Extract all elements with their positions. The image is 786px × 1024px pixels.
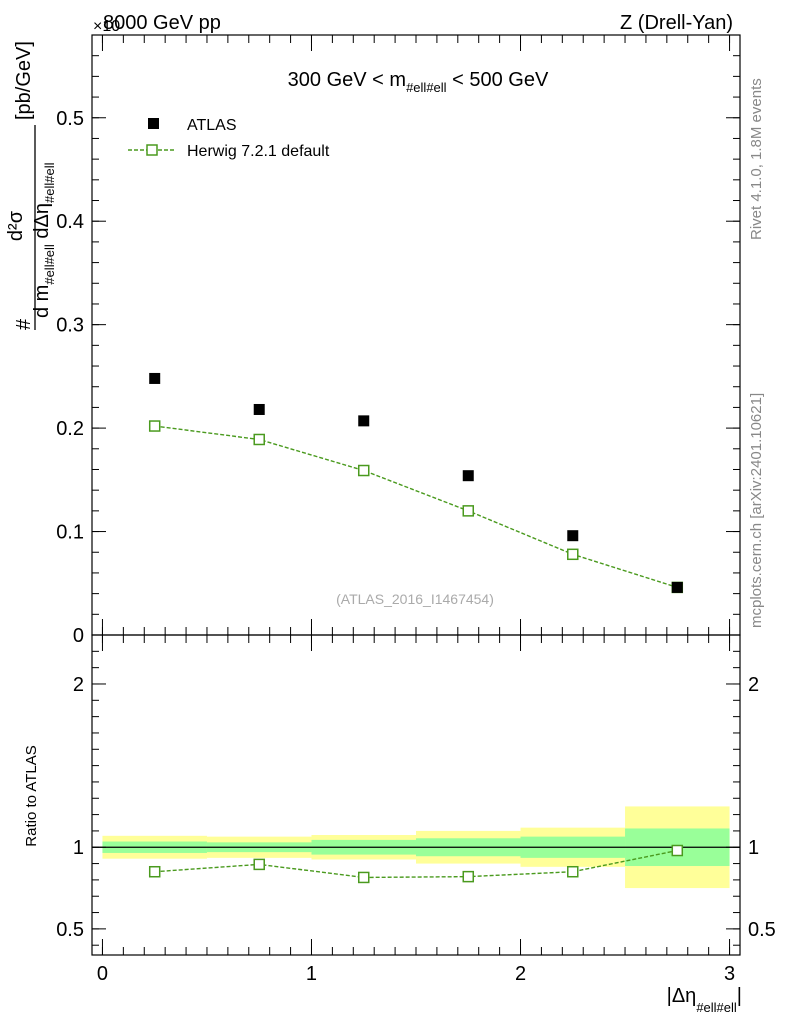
main-ylabel: # d²σ d m#ell#ell dΔη#ell#ell [pb/GeV] — [5, 41, 57, 330]
main-legend: ATLAS Herwig 7.2.1 default — [128, 117, 330, 160]
ylabel-unit: [pb/GeV] — [13, 41, 35, 120]
ratio-ytick-label-right-2: 2 — [748, 674, 759, 696]
ratio-panel-frame — [91, 634, 741, 956]
herwig-point-4 — [567, 548, 579, 561]
herwig-point-0 — [148, 420, 161, 432]
axes: 0 0.1 0.2 0.3 0.4 0.5 0.5 0.5 1 1 2 2 0 1 2 3 — [56, 34, 776, 985]
herwig-ratio-point-3 — [462, 870, 475, 883]
header-collision-label: 8000 GeV pp — [103, 12, 221, 34]
herwig-ratio-line — [154, 849, 678, 879]
atlas-point-2 — [358, 415, 370, 427]
herwig-line — [154, 425, 678, 589]
atlas-point-0 — [149, 372, 161, 384]
analysis-watermark: (ATLAS_2016_I1467454) — [336, 591, 494, 607]
ratio-ytick-label-left-1: 1 — [73, 837, 84, 859]
legend-atlas-marker — [148, 118, 159, 129]
ylabel-hash: # — [13, 318, 35, 330]
legend-atlas-label: ATLAS — [187, 117, 237, 134]
herwig-point-2 — [357, 464, 370, 477]
exponent-marker: ×10 — [93, 18, 120, 35]
main-ytick-label-4: 0.4 — [56, 211, 84, 233]
herwig-ratio-point-5 — [671, 844, 684, 857]
ratio-ylabel: Ratio to ATLAS — [23, 745, 40, 846]
ratio-series — [92, 844, 740, 884]
main-panel-title: 300 GeV < m#ell#ell < 500 GeV — [288, 69, 549, 95]
ylabel-denominator: d m#ell#ell dΔη#ell#ell — [31, 162, 57, 318]
main-ytick-label-2: 0.2 — [56, 418, 84, 440]
ratio-ytick-label-right-0: 0.5 — [748, 919, 776, 941]
ylabel-numerator: d²σ — [5, 210, 27, 241]
xtick-label-1: 1 — [306, 963, 317, 985]
ratio-ytick-label-left-2: 2 — [73, 674, 84, 696]
main-series — [148, 372, 684, 594]
main-ytick-label-0: 0 — [73, 625, 84, 647]
mcplots-label: mcplots.cern.ch [arXiv:2401.10621] — [748, 393, 765, 628]
herwig-point-3 — [462, 505, 475, 517]
legend-herwig-label: Herwig 7.2.1 default — [187, 143, 330, 160]
xtick-label-0: 0 — [97, 963, 108, 985]
herwig-ratio-point-1 — [253, 858, 265, 871]
atlas-point-1 — [253, 403, 265, 415]
main-ytick-label-1: 0.1 — [56, 522, 84, 544]
ratio-ytick-label-left-0: 0.5 — [56, 919, 84, 941]
ratio-ytick-label-right-1: 1 — [748, 837, 759, 859]
header-process-label: Z (Drell-Yan) — [620, 12, 733, 34]
herwig-ratio-point-4 — [567, 865, 579, 878]
atlas-point-5 — [671, 581, 683, 593]
rivet-label: Rivet 4.1.0, 1.8M events — [748, 78, 765, 240]
legend-herwig-marker — [146, 144, 158, 156]
atlas-point-4 — [567, 530, 579, 542]
herwig-point-1 — [253, 433, 265, 446]
xtick-label-3: 3 — [724, 963, 735, 985]
main-ytick-label-3: 0.3 — [56, 315, 84, 337]
atlas-point-3 — [462, 470, 474, 482]
main-ytick-label-5: 0.5 — [56, 108, 84, 130]
herwig-ratio-point-0 — [148, 865, 161, 878]
xtick-label-2: 2 — [515, 963, 526, 985]
xlabel: |Δη#ell#ell| — [667, 985, 742, 1015]
herwig-ratio-point-2 — [357, 871, 370, 884]
